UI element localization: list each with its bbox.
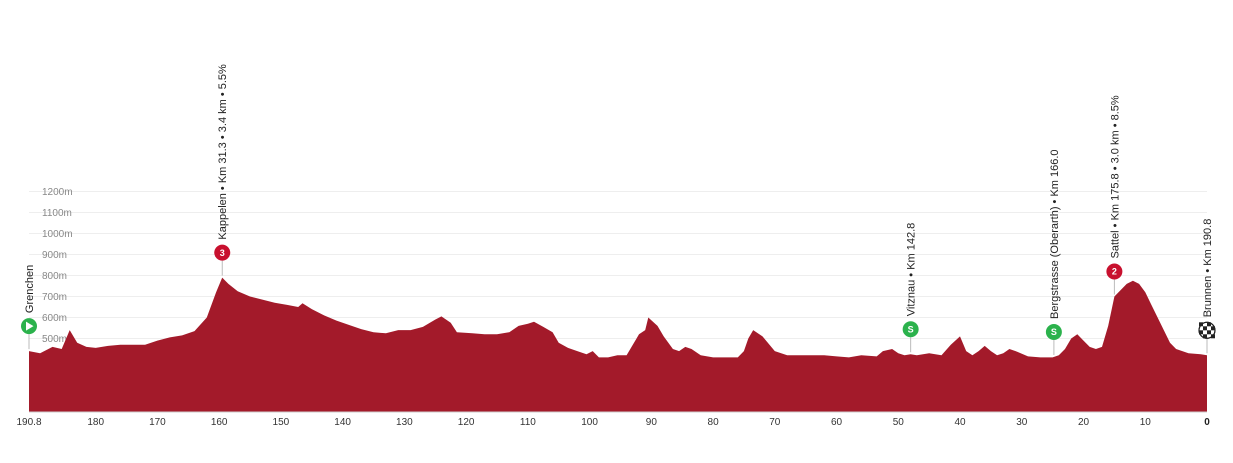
x-tick-label: 100 <box>581 417 598 428</box>
elevation-profile-area <box>29 277 1207 412</box>
marker-finish: Brunnen • Km 190.8 <box>1198 219 1216 354</box>
marker-label: Grenchen <box>24 265 36 313</box>
x-tick-label: 90 <box>646 417 658 428</box>
y-tick-label: 900m <box>42 250 67 261</box>
climb-category-icon <box>1106 263 1123 280</box>
marker-badge-text: 3 <box>220 248 225 258</box>
sprint-icon <box>902 321 919 338</box>
x-tick-label: 180 <box>87 417 104 428</box>
marker-badge-text: S <box>1051 327 1057 337</box>
marker-sprint: S Bergstrasse (Oberarth) • Km 166.0 <box>1045 149 1062 355</box>
marker-climb: 3 Kappelen • Km 31.3 • 3.4 km • 5.5% <box>214 64 231 276</box>
y-tick-label: 1100m <box>42 208 72 219</box>
x-tick-label: 140 <box>334 417 351 428</box>
x-tick-label: 80 <box>708 417 720 428</box>
x-axis-ticks: 190.8 180 170 160 150 140 130 120 110 100 90 80 70 60… <box>16 417 1210 428</box>
y-tick-label: 700m <box>42 292 67 303</box>
climb-category-icon <box>214 244 231 261</box>
x-tick-label: 10 <box>1140 417 1152 428</box>
marker-sprint: S Vitznau • Km 142.8 <box>902 223 919 353</box>
x-tick-label: 20 <box>1078 417 1090 428</box>
x-tick-label: 190.8 <box>16 417 41 428</box>
x-tick-label: 160 <box>211 417 228 428</box>
route-markers: Grenchen 3 Kappelen • Km 31.3 • 3.4 km • 5… <box>21 64 1216 355</box>
y-tick-label: 800m <box>42 271 67 282</box>
x-tick-label: 170 <box>149 417 166 428</box>
x-tick-label: 30 <box>1016 417 1028 428</box>
x-tick-label: 110 <box>520 417 536 428</box>
x-tick-label: 150 <box>273 417 290 428</box>
y-tick-label: 500m <box>42 334 67 345</box>
marker-label: Bergstrasse (Oberarth) • Km 166.0 <box>1049 149 1061 319</box>
x-tick-label: 60 <box>831 417 843 428</box>
y-tick-label: 1200m <box>42 187 73 198</box>
x-tick-label: 130 <box>396 417 413 428</box>
y-tick-label: 1000m <box>42 229 73 240</box>
marker-start: Grenchen <box>21 265 37 350</box>
marker-label: Sattel • Km 175.8 • 3.0 km • 8.5% <box>1109 95 1121 258</box>
x-tick-label: 0 <box>1204 417 1210 428</box>
sprint-icon <box>1045 323 1062 340</box>
x-tick-label: 50 <box>893 417 905 428</box>
marker-label: Brunnen • Km 190.8 <box>1202 219 1214 318</box>
x-tick-label: 70 <box>769 417 781 428</box>
x-tick-label: 120 <box>458 417 475 428</box>
marker-climb: 2 Sattel • Km 175.8 • 3.0 km • 8.5% <box>1106 95 1123 295</box>
y-tick-label: 600m <box>42 313 67 324</box>
marker-badge-text: S <box>908 324 914 334</box>
marker-label: Vitznau • Km 142.8 <box>906 223 918 317</box>
x-tick-label: 40 <box>954 417 966 428</box>
marker-badge-text: 2 <box>1112 267 1117 277</box>
marker-label: Kappelen • Km 31.3 • 3.4 km • 5.5% <box>217 64 229 240</box>
